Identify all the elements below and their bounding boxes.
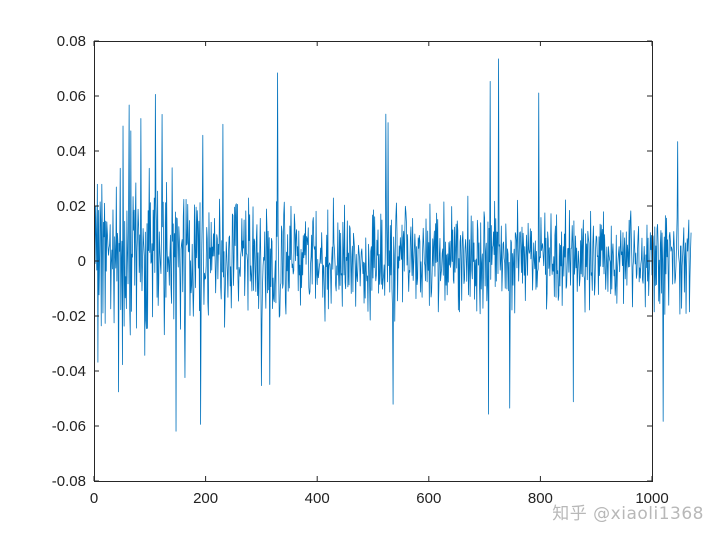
x-tick-label: 600 <box>416 490 441 507</box>
ticks-layer: 0 200 400 600 800 1000 -0.08 -0.06 -0.04 -0.02 0 0.… <box>52 33 669 507</box>
x-tick-label: 0 <box>90 490 98 507</box>
y-tick-label: -0.02 <box>52 308 86 325</box>
y-tick-label: 0.04 <box>57 143 86 160</box>
y-tick-label: -0.04 <box>52 363 86 380</box>
watermark-text: 知乎 @xiaoli1368 <box>552 504 704 524</box>
y-tick-label: -0.06 <box>52 418 86 435</box>
x-tick-label: 400 <box>305 490 330 507</box>
y-tick-label: 0 <box>78 253 86 270</box>
series-line-0 <box>94 58 692 432</box>
x-tick-label: 1000 <box>635 490 668 507</box>
x-tick-label: 800 <box>528 490 553 507</box>
y-tick-label: 0.06 <box>57 88 86 105</box>
series-layer <box>94 58 692 432</box>
y-tick-label: 0.08 <box>57 33 86 50</box>
y-tick-label: 0.02 <box>57 198 86 215</box>
y-tick-label: -0.08 <box>52 473 86 490</box>
x-tick-label: 200 <box>193 490 218 507</box>
